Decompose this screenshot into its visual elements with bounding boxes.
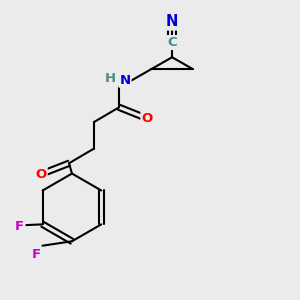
Text: F: F [14, 220, 23, 233]
Text: N: N [119, 74, 130, 87]
Text: F: F [32, 248, 41, 261]
Text: O: O [35, 168, 47, 181]
Text: O: O [141, 112, 153, 125]
Text: C: C [167, 36, 177, 49]
Text: N: N [166, 14, 178, 29]
Text: H: H [105, 72, 116, 85]
